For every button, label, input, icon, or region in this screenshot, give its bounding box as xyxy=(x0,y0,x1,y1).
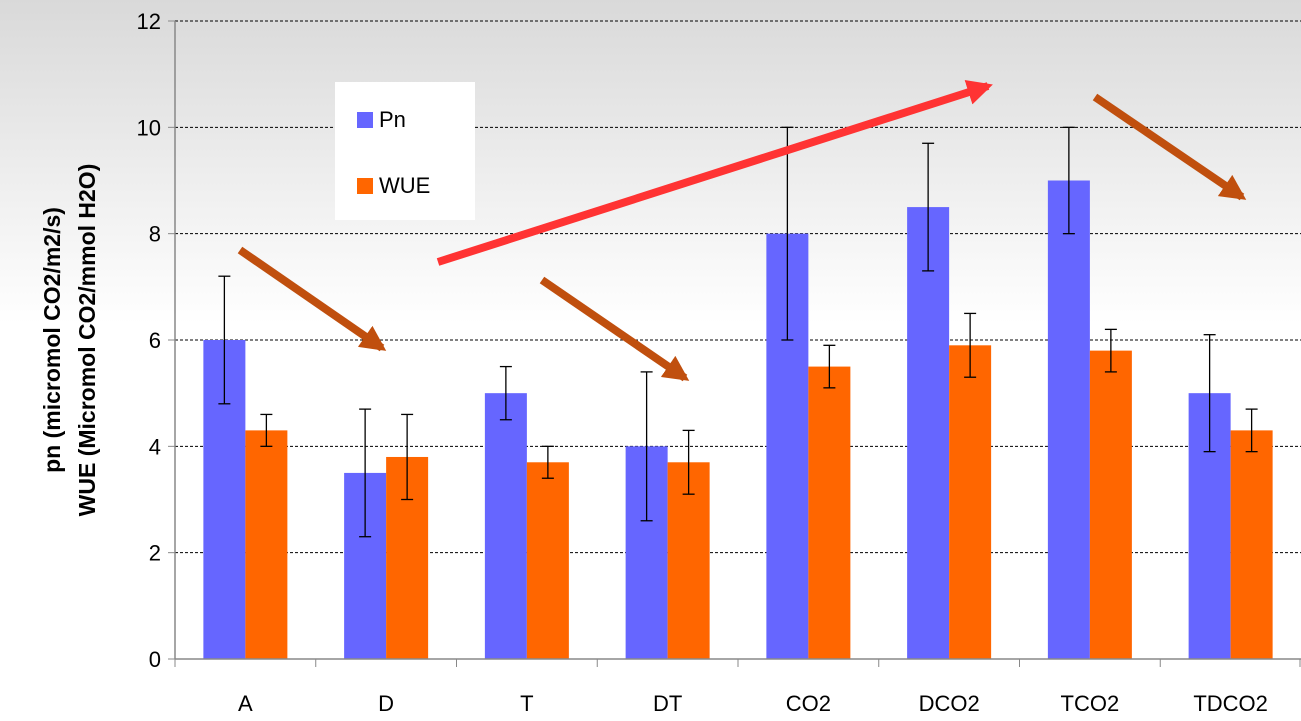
bar-wue-dt xyxy=(667,462,710,659)
y-tick-label: 0 xyxy=(149,647,161,672)
y-tick-label: 2 xyxy=(149,541,161,566)
y-tick-label: 6 xyxy=(149,328,161,353)
legend-box xyxy=(335,82,475,220)
axes xyxy=(168,20,1301,667)
y-tick-label: 12 xyxy=(137,9,161,34)
bars xyxy=(203,180,1273,660)
bar-wue-t xyxy=(526,462,569,659)
arrow-decrease-tco2-tdco2 xyxy=(1092,93,1247,201)
x-tick-label-co2: CO2 xyxy=(786,691,831,716)
bar-pn-tco2 xyxy=(1047,180,1090,659)
y-axis-title-line2: WUE (Micromol CO2/mmol H2O) xyxy=(74,164,100,517)
x-tick-label-dco2: DCO2 xyxy=(919,691,980,716)
y-axis-title-line1: pn (micromol CO2/m2/s) xyxy=(39,207,65,473)
legend-swatch-wue xyxy=(357,178,373,194)
legend-label-pn: Pn xyxy=(379,107,406,132)
axis-titles: pn (micromol CO2/m2/s) WUE (Micromol CO2/… xyxy=(39,164,100,517)
arrow-decrease-t-dt xyxy=(539,276,690,382)
x-tick-label-d: D xyxy=(378,691,394,716)
annotation-arrows xyxy=(237,80,1247,382)
legend: Pn WUE xyxy=(335,82,475,220)
y-tick-label: 4 xyxy=(149,434,161,459)
bar-wue-tco2 xyxy=(1089,350,1132,659)
bar-wue-tdco2 xyxy=(1230,430,1273,659)
x-tick-label-dt: DT xyxy=(653,691,682,716)
x-tick-label-tco2: TCO2 xyxy=(1061,691,1120,716)
x-tick-label-tdco2: TDCO2 xyxy=(1193,691,1268,716)
x-tick-label-a: A xyxy=(238,691,253,716)
y-tick-label: 8 xyxy=(149,222,161,247)
bar-wue-co2 xyxy=(808,366,851,659)
bar-wue-a xyxy=(245,430,288,659)
error-bars xyxy=(218,126,1258,538)
legend-label-wue: WUE xyxy=(379,173,430,198)
arrow-increase-co2 xyxy=(436,80,993,266)
bar-pn-dco2 xyxy=(907,207,950,660)
y-tick-label: 10 xyxy=(137,115,161,140)
arrow-decrease-a-d xyxy=(237,246,387,352)
bar-wue-dco2 xyxy=(949,345,992,659)
bar-pn-t xyxy=(484,393,527,659)
legend-swatch-pn xyxy=(357,112,373,128)
x-tick-label-t: T xyxy=(520,691,533,716)
